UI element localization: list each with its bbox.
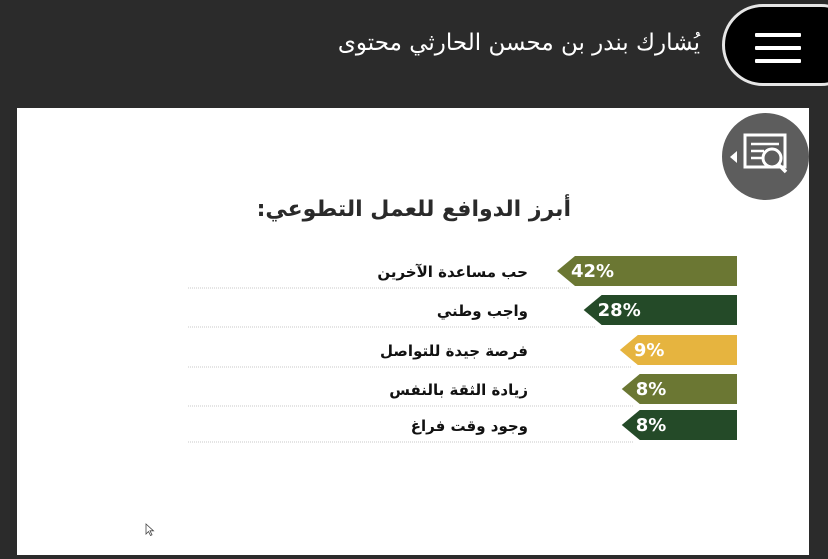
document-search-button[interactable]: [722, 113, 809, 200]
value-label-1: 42%: [571, 261, 614, 282]
value-label-5: 8%: [636, 415, 667, 436]
bar-3: [619, 335, 737, 365]
chart-title: أبرز الدوافع للعمل التطوعي:: [256, 197, 571, 222]
bar-1: [557, 256, 737, 286]
bar-5: [621, 410, 737, 440]
category-label-4: زيادة الثقة بالنفس: [389, 381, 528, 399]
document-search-icon: [743, 133, 788, 174]
expand-arrow-icon: [730, 151, 737, 163]
mouse-cursor-icon: [145, 523, 155, 537]
category-label-1: حب مساعدة الآخرين: [377, 263, 528, 281]
value-label-2: 28%: [598, 300, 641, 321]
value-label-3: 9%: [634, 340, 665, 361]
header-title: يُشارك بندر بن محسن الحارثي محتوى: [337, 30, 700, 56]
top-bar: يُشارك بندر بن محسن الحارثي محتوى: [0, 0, 828, 108]
bar-2: [583, 295, 737, 325]
category-label-5: وجود وقت فراغ: [411, 417, 528, 435]
category-label-3: فرصة جيدة للتواصل: [380, 342, 528, 360]
value-label-4: 8%: [636, 379, 667, 400]
content-card: [17, 108, 809, 555]
bar-4: [621, 374, 737, 404]
category-label-2: واجب وطني: [437, 302, 528, 320]
menu-button[interactable]: [722, 4, 828, 86]
